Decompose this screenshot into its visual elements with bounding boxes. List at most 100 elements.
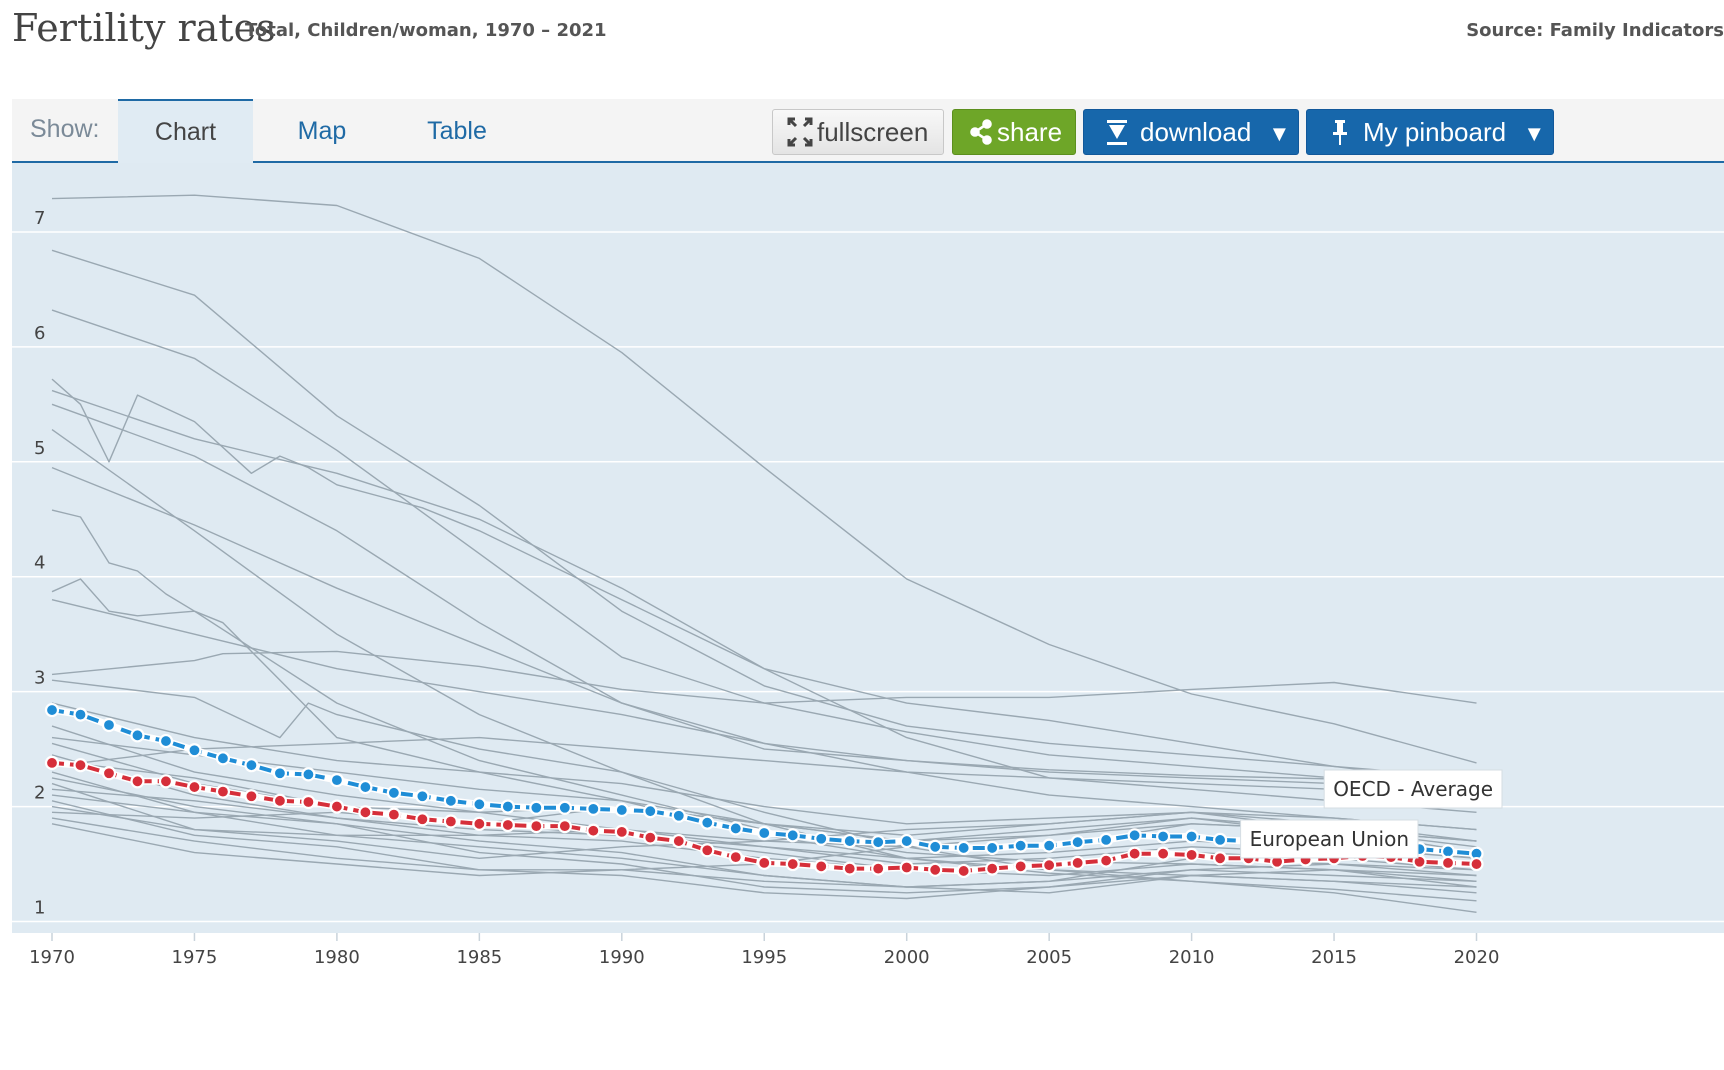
- oecd-average-point[interactable]: [44, 702, 60, 718]
- european-union-point[interactable]: [814, 859, 829, 874]
- tab-map[interactable]: Map: [297, 117, 347, 145]
- country-series-line[interactable]: [51, 788, 1477, 882]
- oecd-average-point[interactable]: [101, 717, 117, 733]
- european-union-point[interactable]: [785, 856, 800, 872]
- oecd-average-point[interactable]: [1013, 838, 1028, 853]
- oecd-average-point[interactable]: [1184, 829, 1199, 844]
- european-union-point[interactable]: [671, 833, 686, 849]
- oecd-average-point[interactable]: [1156, 829, 1171, 844]
- tab-table[interactable]: Table: [427, 117, 487, 145]
- oecd-average-point[interactable]: [671, 808, 686, 823]
- share-button[interactable]: share: [952, 109, 1076, 155]
- european-union-point[interactable]: [472, 816, 487, 831]
- oecd-average-point[interactable]: [785, 828, 800, 843]
- oecd-average-point[interactable]: [928, 839, 943, 854]
- european-union-point[interactable]: [529, 819, 544, 834]
- european-union-point[interactable]: [586, 823, 601, 838]
- european-union-point[interactable]: [899, 860, 914, 875]
- download-button[interactable]: download ▼: [1083, 109, 1299, 155]
- oecd-average-point[interactable]: [272, 766, 288, 781]
- european-union-point[interactable]: [329, 799, 345, 814]
- source-link[interactable]: Source: Family Indicators: [1466, 20, 1724, 41]
- oecd-average-point[interactable]: [1440, 844, 1456, 859]
- oecd-average-point[interactable]: [728, 821, 743, 836]
- oecd-average-point[interactable]: [557, 800, 572, 815]
- oecd-average-point[interactable]: [871, 835, 886, 850]
- european-union-point[interactable]: [44, 755, 60, 771]
- oecd-average-point[interactable]: [158, 733, 174, 749]
- oecd-average-point[interactable]: [1070, 835, 1085, 850]
- european-union-point[interactable]: [643, 830, 658, 845]
- european-union-point[interactable]: [358, 805, 373, 820]
- country-series-line[interactable]: [51, 805, 1477, 859]
- european-union-point[interactable]: [130, 774, 145, 789]
- european-union-point[interactable]: [1099, 853, 1114, 868]
- european-union-point[interactable]: [301, 794, 316, 810]
- country-series-line[interactable]: [51, 777, 1477, 894]
- oecd-average-point[interactable]: [899, 833, 914, 849]
- oecd-average-point[interactable]: [215, 751, 231, 766]
- oecd-average-point[interactable]: [301, 767, 316, 782]
- country-series-line[interactable]: [51, 389, 1477, 813]
- european-union-point[interactable]: [73, 758, 88, 773]
- oecd-average-point[interactable]: [985, 840, 1000, 856]
- european-union-point[interactable]: [1156, 846, 1171, 861]
- oecd-average-point[interactable]: [386, 785, 401, 800]
- european-union-point[interactable]: [614, 824, 629, 839]
- country-series-line[interactable]: [51, 679, 1477, 902]
- tab-chart[interactable]: Chart: [118, 99, 253, 163]
- oecd-average-point[interactable]: [500, 799, 515, 814]
- pinboard-button[interactable]: My pinboard ▼: [1306, 109, 1554, 155]
- european-union-point[interactable]: [415, 812, 430, 827]
- oecd-average-point[interactable]: [1042, 838, 1057, 853]
- european-union-point[interactable]: [272, 793, 288, 808]
- country-series-line[interactable]: [51, 599, 1477, 831]
- country-series-line[interactable]: [51, 794, 1477, 894]
- oecd-average-point[interactable]: [244, 758, 259, 773]
- european-union-point[interactable]: [386, 807, 401, 822]
- european-union-point[interactable]: [1184, 847, 1199, 862]
- oecd-average-point[interactable]: [1127, 828, 1142, 843]
- european-union-point[interactable]: [158, 774, 174, 789]
- european-union-point[interactable]: [1013, 859, 1028, 874]
- european-union-point[interactable]: [1469, 856, 1484, 872]
- european-union-point[interactable]: [500, 817, 515, 833]
- oecd-average-point[interactable]: [187, 743, 202, 758]
- oecd-average-point[interactable]: [956, 840, 971, 856]
- european-union-point[interactable]: [700, 843, 715, 858]
- country-series-line[interactable]: [51, 650, 1477, 704]
- european-union-point[interactable]: [443, 814, 458, 829]
- european-union-point[interactable]: [244, 789, 259, 804]
- european-union-point[interactable]: [1412, 854, 1427, 869]
- fullscreen-button[interactable]: fullscreen: [772, 109, 944, 155]
- oecd-average-point[interactable]: [643, 804, 658, 819]
- european-union-point[interactable]: [215, 784, 231, 799]
- country-series-line[interactable]: [51, 194, 1477, 764]
- european-union-point[interactable]: [1127, 846, 1142, 861]
- oecd-average-point[interactable]: [329, 773, 345, 788]
- european-union-point[interactable]: [1440, 855, 1456, 870]
- european-union-point[interactable]: [956, 863, 971, 879]
- oecd-average-point[interactable]: [358, 779, 373, 795]
- country-series-line[interactable]: [51, 378, 1477, 785]
- european-union-point[interactable]: [728, 850, 743, 865]
- oecd-average-point[interactable]: [443, 793, 458, 808]
- european-union-point[interactable]: [928, 862, 943, 877]
- european-union-point[interactable]: [1042, 858, 1057, 873]
- oecd-average-point[interactable]: [814, 831, 829, 846]
- oecd-average-point[interactable]: [586, 801, 601, 816]
- european-union-point[interactable]: [1070, 855, 1085, 870]
- country-series-line[interactable]: [51, 817, 1477, 900]
- oecd-average-point[interactable]: [73, 707, 88, 722]
- oecd-average-point[interactable]: [529, 800, 544, 815]
- oecd-average-point[interactable]: [757, 825, 772, 841]
- european-union-point[interactable]: [1212, 851, 1228, 866]
- oecd-average-point[interactable]: [1099, 832, 1114, 848]
- oecd-average-point[interactable]: [1212, 832, 1228, 848]
- country-series-line[interactable]: [51, 509, 1477, 877]
- oecd-average-point[interactable]: [842, 833, 857, 849]
- country-series-line[interactable]: [51, 725, 1477, 865]
- country-series-line[interactable]: [51, 736, 1477, 796]
- oecd-average-point[interactable]: [472, 797, 487, 812]
- country-series-line[interactable]: [51, 403, 1477, 782]
